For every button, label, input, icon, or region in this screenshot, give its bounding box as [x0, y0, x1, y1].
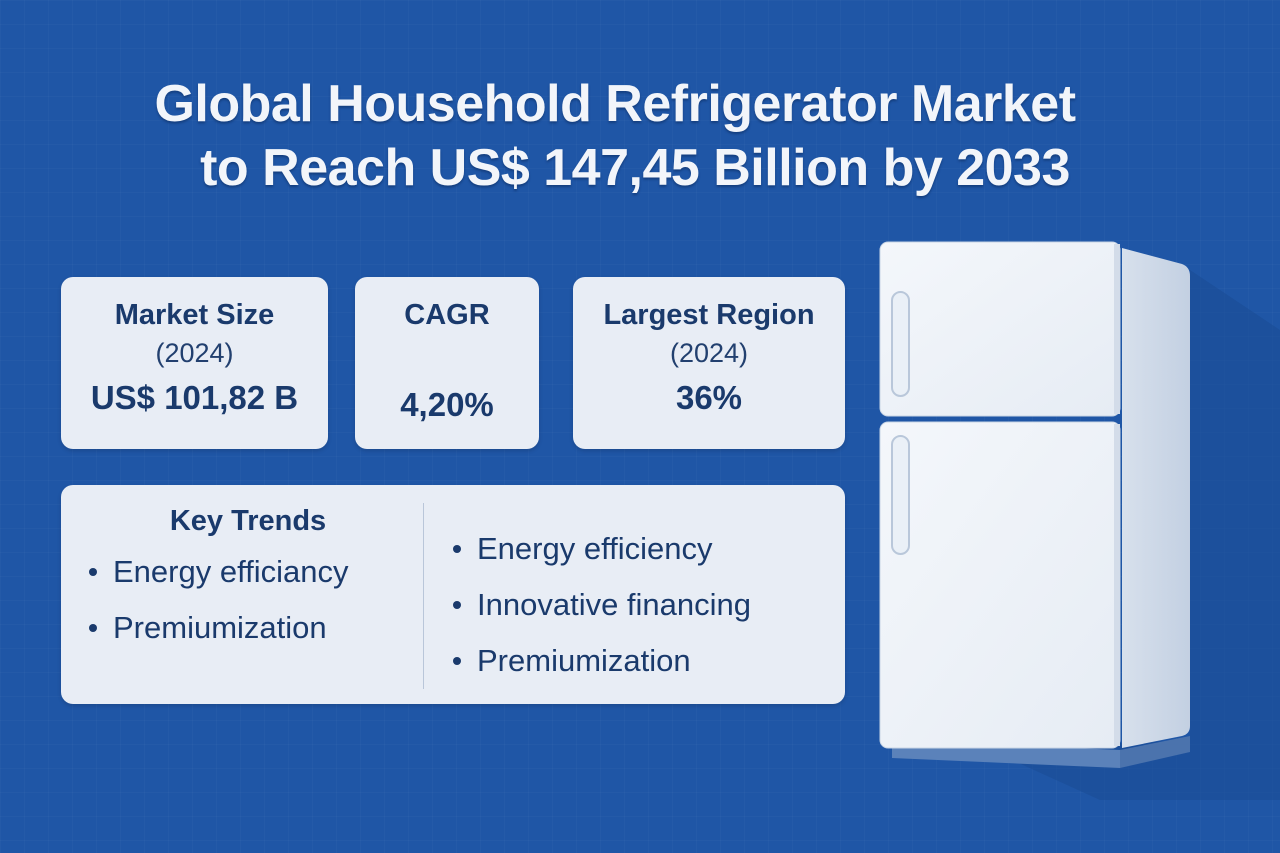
refrigerator-icon: [870, 240, 1280, 805]
key-trends-right-list: Energy efficiency Innovative financing P…: [453, 521, 751, 689]
bullet-icon: [453, 657, 461, 665]
title-line-2: to Reach US$ 147,45 Billion by 2033: [200, 139, 1070, 197]
largest-region-year: (2024): [669, 338, 749, 368]
market-size-year: (2024): [155, 338, 234, 368]
title-line-1: Global Household Refrigerator Market: [154, 75, 1076, 133]
bullet-icon: [453, 601, 461, 609]
market-size-card: Market Size (2024) US$ 101,82 B: [61, 277, 328, 449]
key-trends-card: Key Trends Energy efficiancy Premiumizat…: [61, 485, 845, 704]
key-trends-left: Key Trends Energy efficiancy Premiumizat…: [83, 505, 413, 656]
key-trends-heading: Key Trends: [169, 505, 327, 537]
page-title: Global Household Refrigerator Market to …: [0, 72, 1230, 200]
bullet-icon: [89, 568, 97, 576]
largest-region-card: Largest Region (2024) 36%: [573, 277, 845, 449]
largest-region-value: 36%: [675, 379, 743, 416]
list-item: Premiumization: [89, 600, 413, 656]
list-item: Energy efficiancy: [89, 544, 413, 600]
bullet-icon: [453, 545, 461, 553]
list-item: Premiumization: [453, 633, 751, 689]
cagr-heading: CAGR: [404, 299, 490, 331]
divider: [423, 503, 424, 689]
list-item: Energy efficiency: [453, 521, 751, 577]
market-size-heading: Market Size: [114, 299, 275, 331]
key-trends-left-list: Energy efficiancy Premiumization: [89, 544, 413, 656]
largest-region-heading: Largest Region: [603, 299, 815, 331]
bullet-icon: [89, 624, 97, 632]
list-item: Innovative financing: [453, 577, 751, 633]
market-size-value: US$ 101,82 B: [90, 379, 299, 416]
cagr-value: 4,20%: [400, 386, 494, 423]
cagr-card: CAGR 4,20%: [355, 277, 539, 449]
